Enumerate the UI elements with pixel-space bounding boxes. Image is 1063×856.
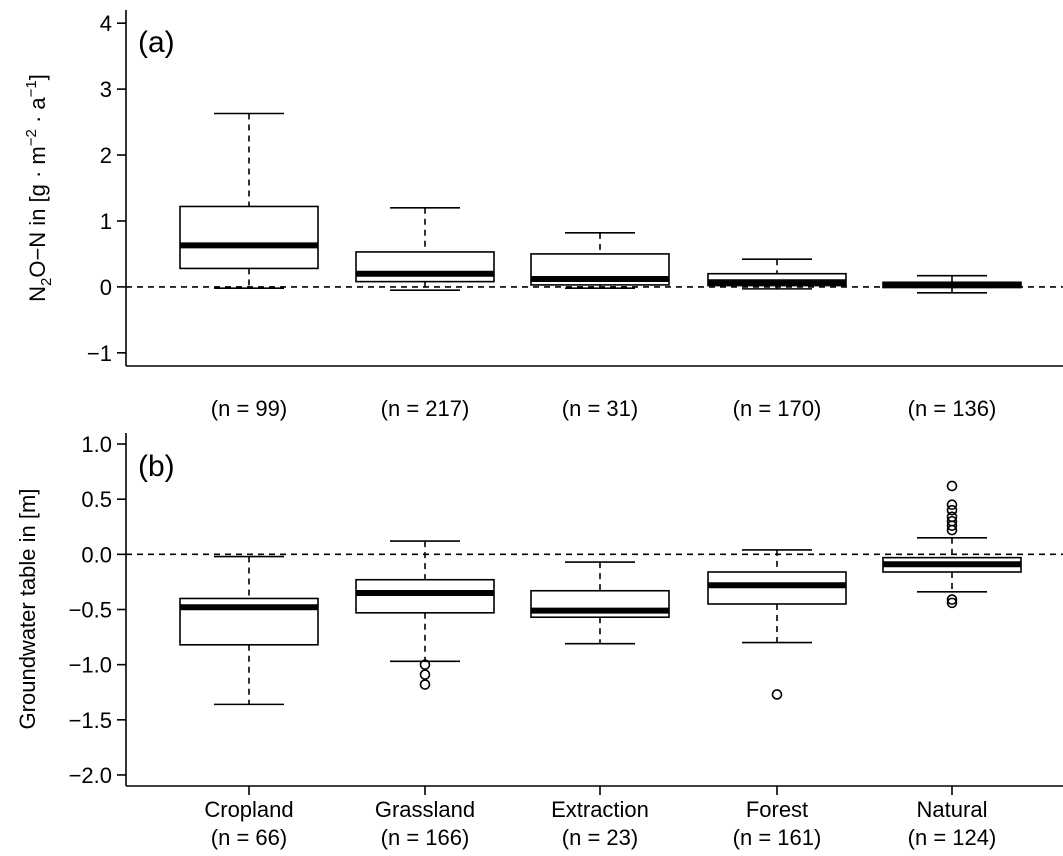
outlier-point: [946, 504, 958, 516]
box-forest: [707, 258, 847, 290]
y-tick-label: 1: [100, 209, 112, 234]
category-label: Extraction: [551, 797, 649, 822]
outlier-point: [946, 499, 958, 511]
iqr-box: [355, 578, 495, 614]
outlier-point: [419, 659, 431, 670]
outlier-point: [419, 679, 431, 690]
category-label: Cropland: [204, 797, 293, 822]
outlier-point: [946, 524, 958, 536]
panel-a-n-labels: (n = 99) (n = 217) (n = 31) (n = 170) (n = 1…: [211, 396, 997, 421]
y-title-sub: 2: [38, 278, 55, 286]
n-label: (n = 170): [733, 396, 822, 421]
y-tick-label: −1.5: [69, 708, 112, 733]
outlier-point: [946, 594, 958, 605]
box-grassland: [355, 540, 495, 690]
panel-b-label: (b): [138, 450, 175, 483]
category-label: Forest: [746, 797, 808, 822]
outlier-point: [946, 480, 958, 492]
panel-b-boxes: [179, 480, 1022, 706]
n-label: (n = 23): [562, 825, 638, 850]
y-tick-label: −1: [87, 341, 112, 366]
outlier-point: [946, 597, 958, 609]
panel-b-x-ticks: [248, 786, 953, 795]
y-title-sup2: −1: [23, 80, 40, 97]
n-label: (n = 31): [562, 396, 638, 421]
category-label: Grassland: [375, 797, 475, 822]
y-tick-label: −1.0: [69, 653, 112, 678]
outlier-point: [771, 689, 783, 700]
outlier-point: [946, 520, 958, 531]
y-tick-label: 1.0: [81, 432, 112, 457]
panel-a-label: (a): [138, 26, 175, 59]
y-tick-label: −2.0: [69, 763, 112, 788]
box-natural: [882, 274, 1022, 294]
panel-b-y-axis-title: Groundwater table in [m]: [15, 489, 40, 730]
n-label: (n = 66): [211, 825, 287, 850]
y-tick-label: 0.0: [81, 542, 112, 567]
box-cropland: [179, 112, 319, 290]
y-tick-label: 3: [100, 77, 112, 102]
n-label: (n = 136): [908, 396, 997, 421]
y-title-mid: O−N in [g · m: [25, 146, 50, 277]
iqr-box: [179, 205, 319, 270]
panel-a-y-ticks: −1 0 1 2 3 4: [87, 11, 126, 366]
y-tick-label: −0.5: [69, 598, 112, 623]
y-title-sup1: −2: [23, 129, 40, 146]
n-label: (n = 124): [908, 825, 997, 850]
n-label: (n = 99): [211, 396, 287, 421]
box-cropland: [179, 555, 319, 706]
box-natural: [882, 480, 1022, 609]
n-label: (n = 217): [381, 396, 470, 421]
y-tick-label: 0: [100, 275, 112, 300]
panel-b: −2.0 −1.5 −1.0 −0.5 0.0 0.5 1.0 (b) Groundwate…: [15, 432, 1063, 850]
panel-a-y-axis-title: N2O−N in [g · m−2 · a−1]: [23, 74, 55, 302]
box-forest: [707, 549, 847, 700]
box-grassland: [355, 206, 495, 291]
panel-b-y-ticks: −2.0 −1.5 −1.0 −0.5 0.0 0.5 1.0: [69, 432, 126, 788]
panel-b-category-labels: Cropland (n = 66) Grassland (n = 166) Extrac…: [204, 797, 996, 850]
iqr-box: [355, 251, 495, 283]
n-label: (n = 166): [381, 825, 470, 850]
box-extraction: [530, 561, 670, 645]
category-label: Natural: [917, 797, 988, 822]
y-title-dot: · a: [25, 97, 50, 130]
y-tick-label: 2: [100, 143, 112, 168]
outlier-point: [419, 669, 431, 680]
y-tick-label: 4: [100, 11, 112, 36]
y-title-n: N: [25, 286, 50, 302]
y-tick-label: 0.5: [81, 487, 112, 512]
y-title-end: ]: [25, 74, 50, 80]
n-label: (n = 161): [733, 825, 822, 850]
box-extraction: [530, 232, 670, 290]
panel-a-boxes: [179, 112, 1022, 294]
